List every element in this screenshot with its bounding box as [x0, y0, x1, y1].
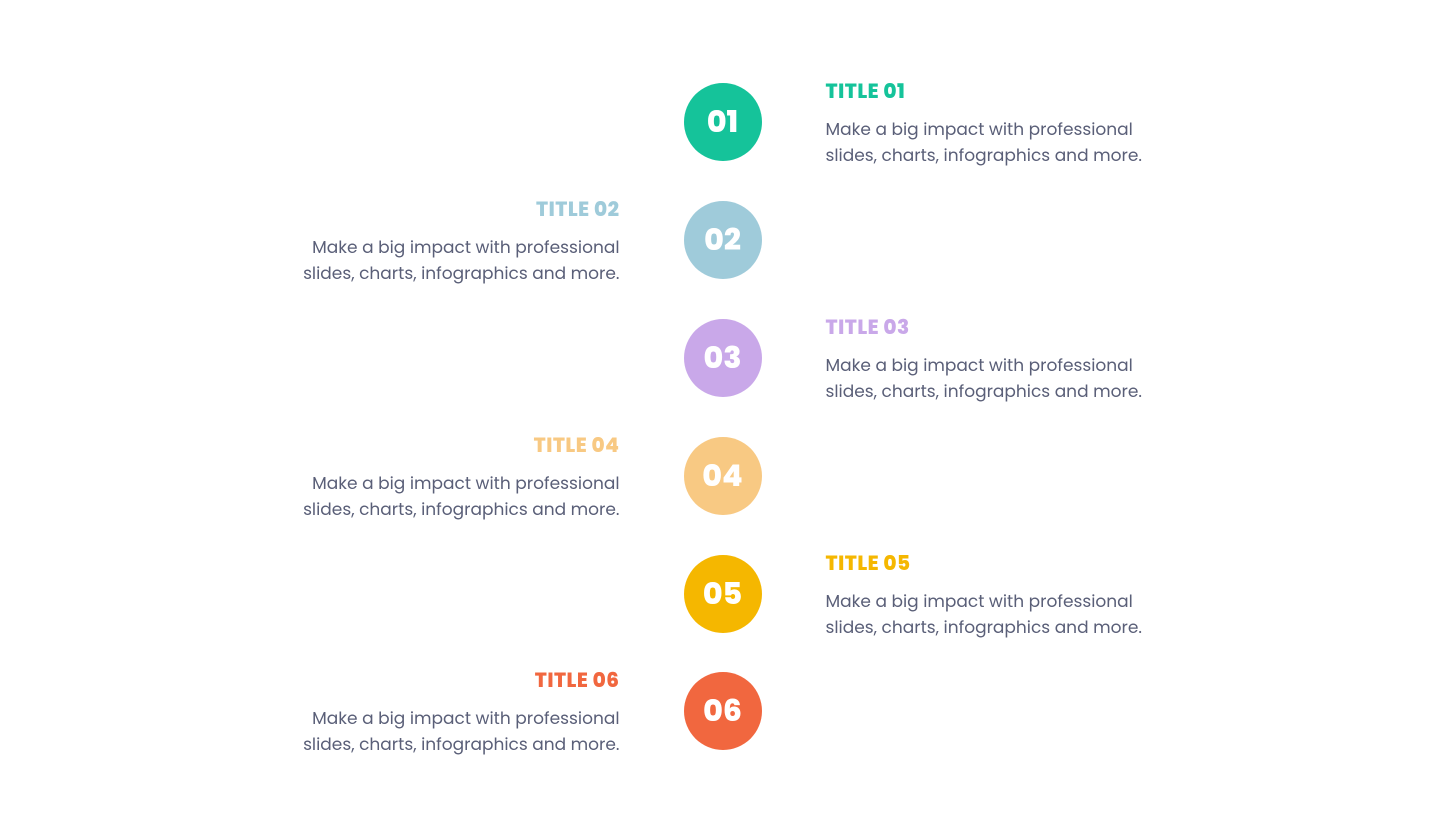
- step-desc: Make a big impact with professional slid…: [826, 588, 1186, 641]
- step-number: 04: [702, 453, 742, 499]
- step-number: 03: [703, 335, 741, 381]
- infographic-row: TITLE 02 Make a big impact with professi…: [0, 190, 1445, 290]
- step-circle-06: 06: [684, 672, 762, 750]
- step-desc: Make a big impact with professional slid…: [260, 470, 620, 523]
- step-number: 02: [704, 217, 741, 263]
- step-circle-01: 01: [684, 83, 762, 161]
- step-number: 05: [703, 571, 742, 617]
- step-circle-04: 04: [684, 437, 762, 515]
- step-text-02: TITLE 02 Make a big impact with professi…: [260, 194, 620, 287]
- step-text-03: TITLE 03 Make a big impact with professi…: [826, 312, 1186, 405]
- step-text-01: TITLE 01 Make a big impact with professi…: [826, 76, 1186, 169]
- step-desc: Make a big impact with professional slid…: [260, 705, 620, 758]
- infographic-row: TITLE 04 Make a big impact with professi…: [0, 426, 1445, 526]
- infographic-row: 01 TITLE 01 Make a big impact with profe…: [0, 72, 1445, 172]
- infographic-row: 03 TITLE 03 Make a big impact with profe…: [0, 308, 1445, 408]
- step-circle-03: 03: [684, 319, 762, 397]
- infographic-row: TITLE 06 Make a big impact with professi…: [0, 661, 1445, 761]
- infographic-row: 05 TITLE 05 Make a big impact with profe…: [0, 544, 1445, 644]
- step-circle-02: 02: [684, 201, 762, 279]
- step-title: TITLE 05: [826, 548, 911, 578]
- step-title: TITLE 04: [534, 430, 620, 460]
- step-text-05: TITLE 05 Make a big impact with professi…: [826, 548, 1186, 641]
- infographic-stage: 01 TITLE 01 Make a big impact with profe…: [0, 0, 1445, 813]
- step-title: TITLE 02: [536, 194, 619, 224]
- step-title: TITLE 03: [826, 312, 910, 342]
- step-desc: Make a big impact with professional slid…: [826, 352, 1186, 405]
- step-desc: Make a big impact with professional slid…: [260, 234, 620, 287]
- step-text-04: TITLE 04 Make a big impact with professi…: [260, 430, 620, 523]
- step-text-06: TITLE 06 Make a big impact with professi…: [260, 665, 620, 758]
- step-title: TITLE 01: [826, 76, 906, 106]
- step-desc: Make a big impact with professional slid…: [826, 116, 1186, 169]
- step-title: TITLE 06: [535, 665, 620, 695]
- step-circle-05: 05: [684, 555, 762, 633]
- step-number: 06: [703, 688, 742, 734]
- step-number: 01: [707, 99, 738, 145]
